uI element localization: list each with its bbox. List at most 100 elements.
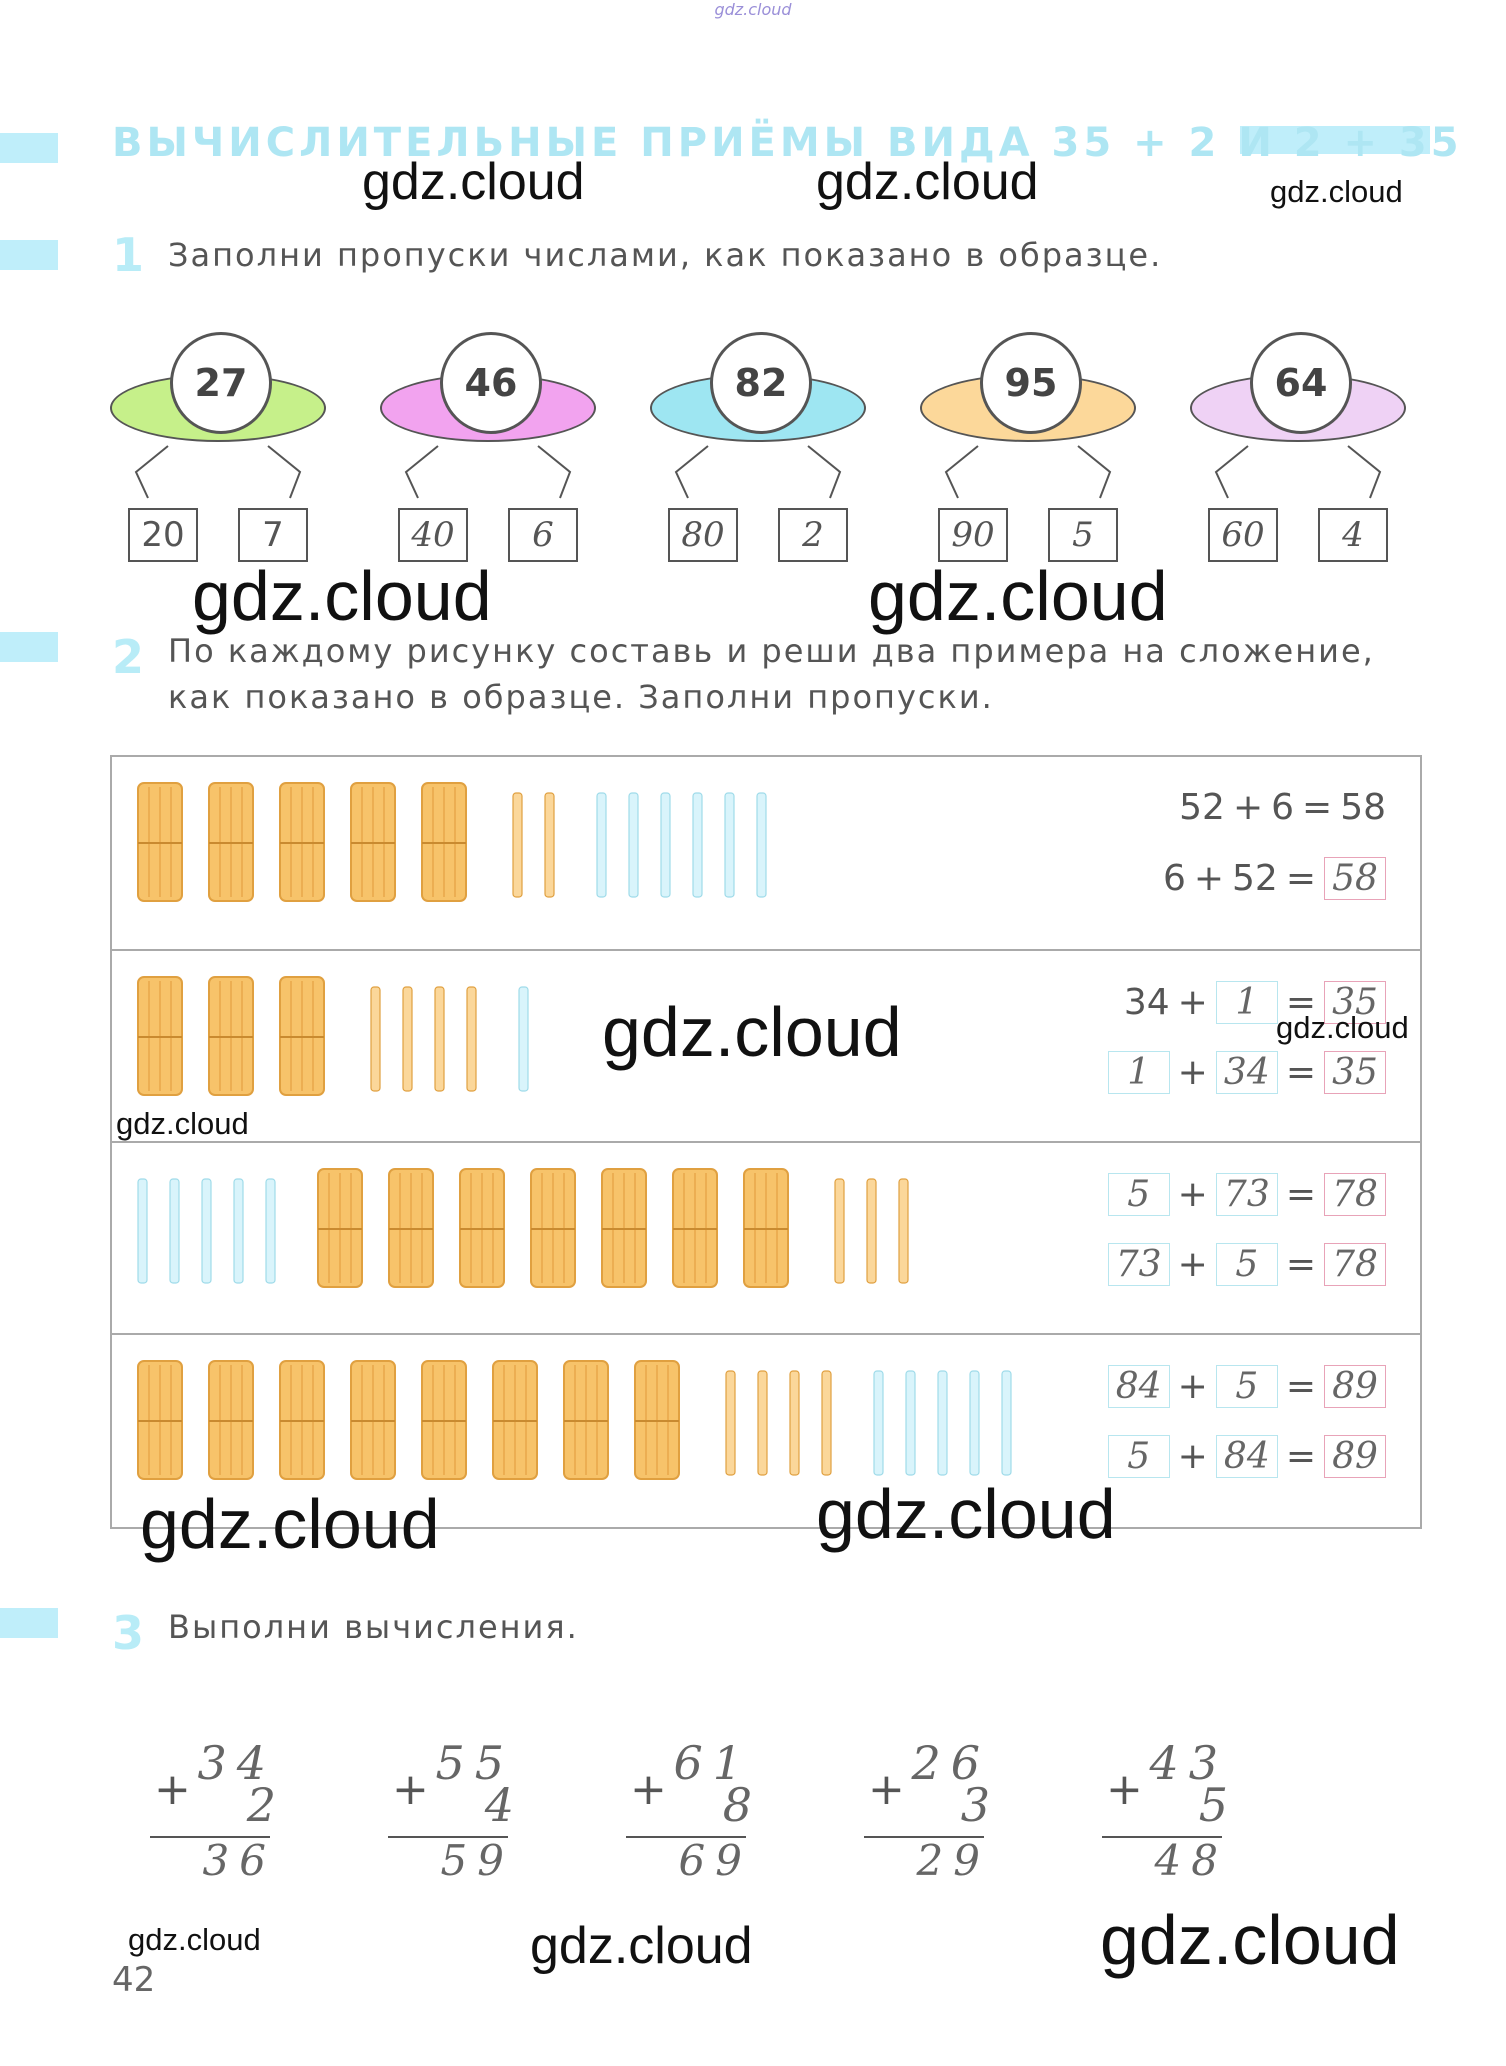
sum-line (1102, 1836, 1222, 1838)
equation-token[interactable]: 1 (1107, 1051, 1170, 1094)
right-part-box: 7 (238, 508, 308, 562)
single-stick (434, 986, 445, 1092)
sum-answer[interactable]: 48 (1154, 1836, 1228, 1885)
single-stick (756, 792, 767, 898)
sum-answer[interactable]: 36 (202, 1836, 276, 1885)
task3-number: 3 (112, 1606, 145, 1660)
equation-token[interactable]: 89 (1324, 1435, 1386, 1478)
watermark: gdz.cloud (1270, 174, 1403, 209)
picture-row: 84 +5 = 89 5 +84 = 89 (112, 1333, 1420, 1527)
connector-lines (1214, 445, 1382, 499)
equation: 5 +73 = 78 (1104, 1173, 1390, 1216)
watermark: gdz.cloud (192, 557, 492, 635)
equation-token[interactable]: 73 (1215, 1173, 1278, 1216)
column-addition: +26 3 29 (864, 1740, 1004, 1890)
equation-token[interactable]: 1 (1215, 981, 1278, 1024)
sum-line (626, 1836, 746, 1838)
equation-token: + (1177, 1366, 1208, 1407)
equation-token[interactable]: 5 (1215, 1243, 1278, 1286)
equation-token[interactable]: 78 (1324, 1243, 1386, 1286)
equation-token: + (1193, 858, 1225, 899)
margin-bar (1240, 126, 1430, 154)
equation-token[interactable]: 5 (1107, 1435, 1170, 1478)
equation-token: = (1285, 982, 1316, 1023)
equation-token: = (1285, 1366, 1316, 1407)
equation-token[interactable]: 73 (1107, 1243, 1170, 1286)
margin-bar (0, 1608, 58, 1638)
equation: 52 +6 = 58 (1175, 787, 1390, 828)
watermark: gdz.cloud (816, 153, 1039, 211)
column-addition: +61 8 69 (626, 1740, 766, 1890)
watermark: gdz.cloud (530, 1917, 753, 1975)
equation: 73 +5 = 78 (1104, 1243, 1390, 1286)
right-part-box[interactable]: 2 (778, 508, 848, 562)
column-addition: +55 4 59 (388, 1740, 528, 1890)
addend-a: 43 (1149, 1736, 1228, 1790)
task2-text-line2: как показано в образце. Заполни пропуски… (168, 678, 994, 716)
single-stick (402, 986, 413, 1092)
equation-token: = (1285, 1052, 1316, 1093)
equation-token: + (1177, 1052, 1208, 1093)
left-part-box[interactable]: 40 (398, 508, 468, 562)
total-ring: 64 (1250, 332, 1352, 434)
equation-token: + (1232, 787, 1264, 828)
equation-token[interactable]: 35 (1324, 981, 1386, 1024)
single-stick (512, 792, 523, 898)
single-stick (518, 986, 529, 1092)
equation-token[interactable]: 5 (1107, 1173, 1170, 1216)
equation-token[interactable]: 34 (1123, 982, 1170, 1023)
task1-text: Заполни пропуски числами, как показано в… (168, 236, 1163, 274)
watermark: gdz.cloud (868, 557, 1168, 635)
sum-line (150, 1836, 270, 1838)
single-stick (757, 1370, 768, 1476)
single-stick (937, 1370, 948, 1476)
connector-lines (404, 445, 572, 499)
single-stick (821, 1370, 832, 1476)
equation-token: = (1285, 1436, 1316, 1477)
single-stick (725, 1370, 736, 1476)
equation-token[interactable]: 35 (1324, 1051, 1386, 1094)
watermark: gdz.cloud (602, 993, 902, 1071)
sum-answer[interactable]: 29 (916, 1836, 990, 1885)
equation-token[interactable]: 78 (1324, 1173, 1386, 1216)
left-part-box[interactable]: 80 (668, 508, 738, 562)
column-addition: +34 2 36 (150, 1740, 290, 1890)
number-diagram: 27 20 7 (108, 318, 328, 568)
single-stick (201, 1178, 212, 1284)
addend-b: 8 (722, 1778, 752, 1832)
right-part-box[interactable]: 5 (1048, 508, 1118, 562)
page-number: 42 (112, 1960, 156, 2000)
margin-bar (0, 133, 58, 163)
picture-row: 5 +73 = 78 73 +5 = 78 (112, 1141, 1420, 1335)
single-stick (628, 792, 639, 898)
addend-b: 4 (484, 1778, 514, 1832)
equation-token: + (1177, 982, 1208, 1023)
equation-token[interactable]: 34 (1215, 1051, 1278, 1094)
sum-line (864, 1836, 984, 1838)
single-stick (834, 1178, 845, 1284)
single-stick (692, 792, 703, 898)
equation-token[interactable]: 58 (1324, 857, 1386, 900)
equation-token[interactable]: 5 (1215, 1365, 1278, 1408)
equation-token[interactable]: 84 (1215, 1435, 1278, 1478)
right-part-box[interactable]: 6 (508, 508, 578, 562)
left-part-box[interactable]: 60 (1208, 508, 1278, 562)
addend-a: 55 (435, 1736, 514, 1790)
single-stick (596, 792, 607, 898)
total-ring: 27 (170, 332, 272, 434)
equation-token[interactable]: 84 (1107, 1365, 1170, 1408)
total-ring: 82 (710, 332, 812, 434)
equation-token[interactable]: 89 (1324, 1365, 1386, 1408)
plus-sign: + (154, 1764, 191, 1815)
single-stick (866, 1178, 877, 1284)
right-part-box[interactable]: 4 (1318, 508, 1388, 562)
left-part-box: 20 (128, 508, 198, 562)
connector-lines (674, 445, 842, 499)
connector-lines (944, 445, 1112, 499)
sum-answer[interactable]: 59 (440, 1836, 514, 1885)
number-diagram: 82 80 2 (648, 318, 868, 568)
left-part-box[interactable]: 90 (938, 508, 1008, 562)
plus-sign: + (868, 1764, 905, 1815)
sum-answer[interactable]: 69 (678, 1836, 752, 1885)
single-stick (137, 1178, 148, 1284)
